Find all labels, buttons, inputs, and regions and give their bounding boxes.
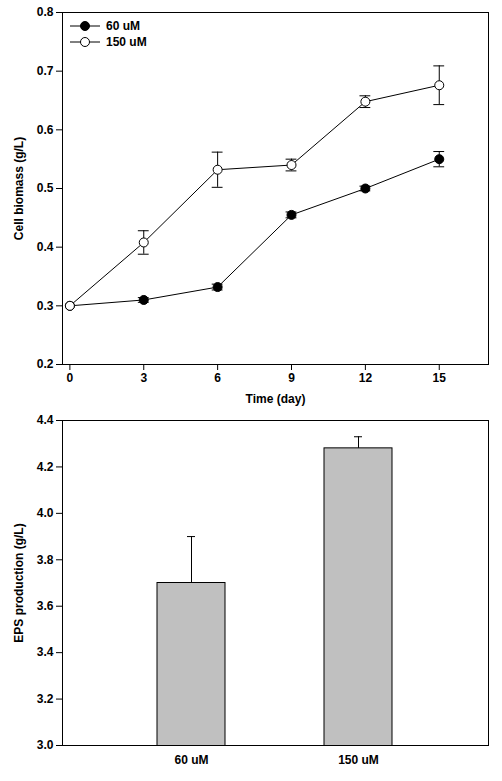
svg-text:4.0: 4.0 (37, 506, 54, 520)
svg-text:Cell biomass (g/L): Cell biomass (g/L) (12, 137, 26, 240)
svg-text:Time (day): Time (day) (246, 392, 306, 406)
html-text:60 uM: 60 uM (106, 19, 140, 33)
svg-text:0.6: 0.6 (37, 123, 54, 137)
svg-text:0.8: 0.8 (37, 5, 54, 19)
svg-text:3.8: 3.8 (37, 553, 54, 567)
svg-text:12: 12 (359, 371, 373, 385)
svg-text:0.3: 0.3 (37, 299, 54, 313)
svg-text:0.2: 0.2 (37, 357, 54, 371)
svg-text:0.4: 0.4 (37, 240, 54, 254)
svg-text:0.7: 0.7 (37, 64, 54, 78)
svg-text:EPS production (g/L): EPS production (g/L) (12, 523, 26, 642)
html-text:150 uM: 150 uM (106, 35, 147, 49)
svg-text:3.2: 3.2 (37, 692, 54, 706)
svg-text:9: 9 (288, 371, 295, 385)
svg-text:150 uM: 150 uM (338, 753, 379, 767)
svg-text:0: 0 (67, 371, 74, 385)
svg-text:3.0: 3.0 (37, 738, 54, 752)
svg-text:60 uM: 60 uM (174, 753, 208, 767)
svg-text:3.4: 3.4 (37, 645, 54, 659)
svg-text:6: 6 (214, 371, 221, 385)
svg-text:0.5: 0.5 (37, 181, 54, 195)
svg-text:3: 3 (140, 371, 147, 385)
svg-text:15: 15 (433, 371, 447, 385)
svg-text:3.6: 3.6 (37, 599, 54, 613)
svg-text:4.4: 4.4 (37, 413, 54, 427)
svg-text:4.2: 4.2 (37, 460, 54, 474)
